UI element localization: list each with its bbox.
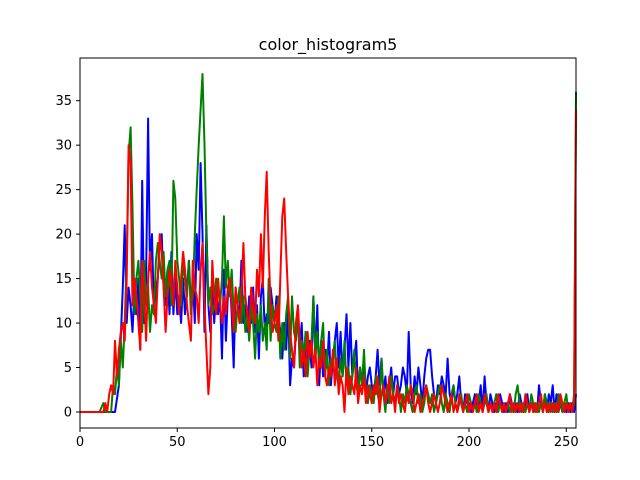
y-axis-ticks: 0 5 10 15 20 25 30 35	[55, 94, 80, 420]
x-tick-label: 250	[554, 435, 579, 450]
axes-frame	[79, 57, 577, 429]
y-tick-label: 0	[64, 405, 72, 420]
x-tick-label: 100	[262, 435, 287, 450]
y-tick-label: 20	[55, 228, 72, 243]
y-tick-label: 10	[55, 317, 72, 332]
x-axis-ticks: 0 50 100 150 200 250	[76, 428, 579, 450]
y-tick-label: 35	[55, 94, 72, 109]
chart-title: color_histogram5	[259, 35, 398, 55]
series-layer	[80, 73, 577, 413]
x-tick-label: 0	[76, 435, 84, 450]
x-tick-label: 150	[359, 435, 384, 450]
series-line-2	[80, 109, 577, 413]
y-tick-label: 15	[55, 272, 72, 287]
y-tick-label: 5	[64, 361, 72, 376]
x-tick-label: 200	[457, 435, 482, 450]
y-tick-label: 25	[55, 183, 72, 198]
x-tick-label: 50	[169, 435, 186, 450]
y-tick-label: 30	[55, 139, 72, 154]
